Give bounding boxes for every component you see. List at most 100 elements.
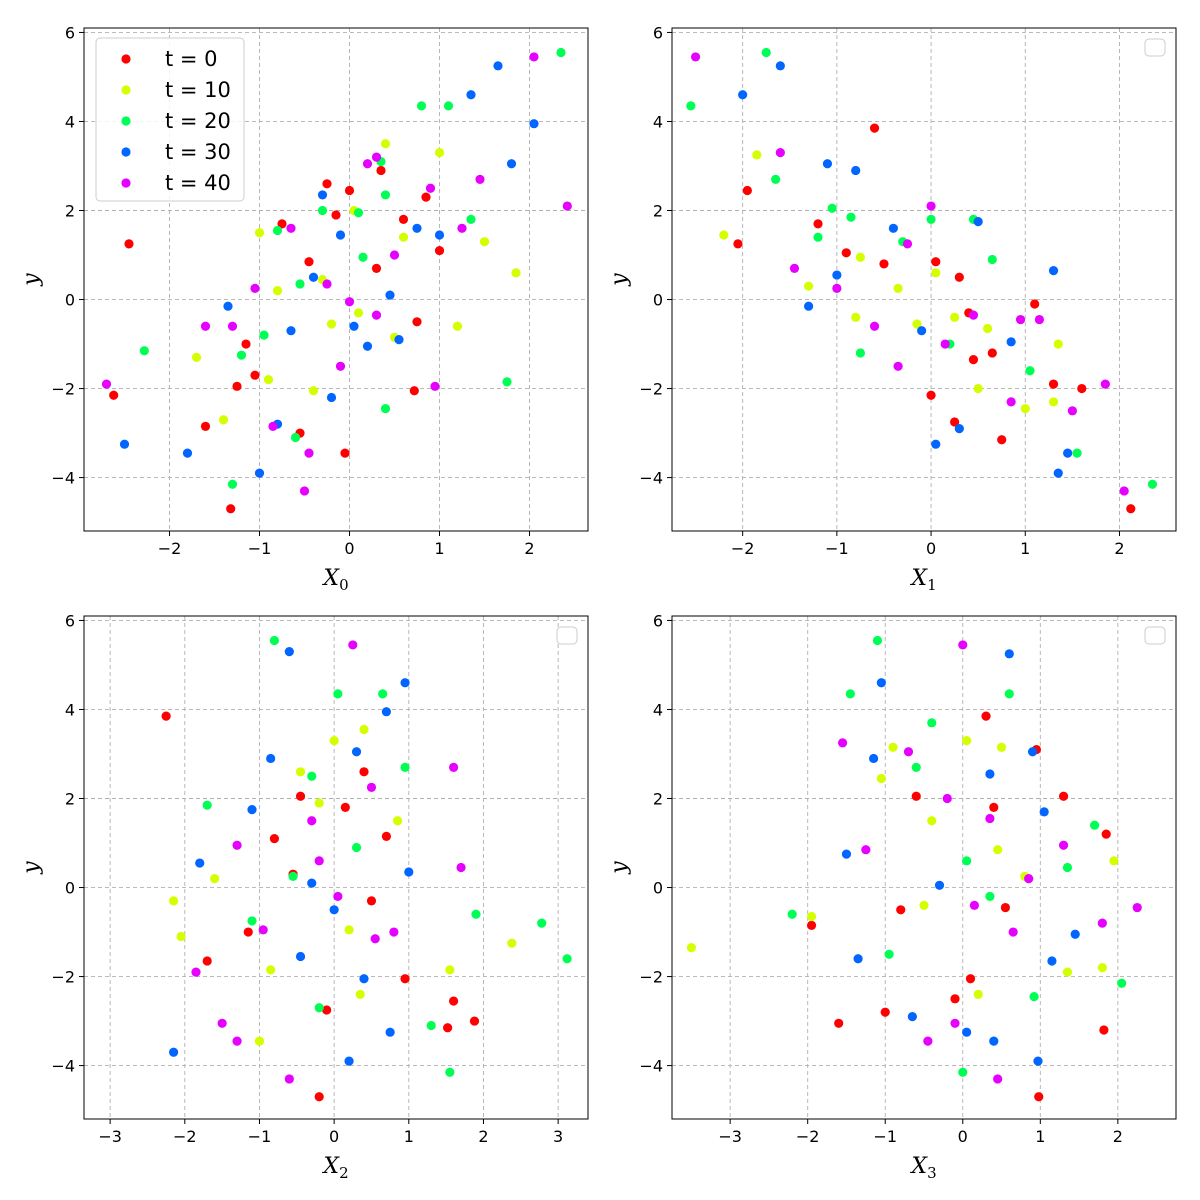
scatter-point bbox=[348, 640, 358, 650]
scatter-point bbox=[359, 767, 369, 777]
scatter-point bbox=[359, 724, 369, 735]
scatter-point bbox=[284, 1074, 294, 1084]
scatter-point bbox=[853, 954, 863, 964]
legend-box bbox=[95, 37, 245, 202]
x-tick-label: 2 bbox=[524, 539, 534, 558]
scatter-point bbox=[227, 479, 238, 489]
scatter-point bbox=[471, 909, 481, 919]
scatter-point bbox=[314, 1092, 324, 1102]
scatter-point bbox=[449, 762, 459, 772]
x-tick-label: −2 bbox=[173, 1127, 197, 1146]
scatter-point bbox=[931, 257, 941, 267]
scatter-point bbox=[329, 736, 339, 746]
scatter-point bbox=[884, 949, 894, 959]
scatter-point bbox=[1077, 383, 1087, 394]
scatter-point bbox=[876, 773, 886, 784]
scatter-point bbox=[416, 101, 427, 111]
x-tick-label: 1 bbox=[1020, 539, 1030, 558]
scatter-point bbox=[389, 250, 400, 260]
scatter-point bbox=[1109, 856, 1119, 866]
scatter-point bbox=[911, 762, 921, 772]
scatter-point bbox=[771, 174, 781, 184]
scatter-point bbox=[139, 346, 149, 356]
scatter-point bbox=[425, 183, 436, 193]
scatter-point bbox=[304, 448, 314, 458]
legend-entry-label: t = 20 bbox=[165, 109, 231, 133]
scatter-point bbox=[210, 874, 220, 884]
x-tick-label: −2 bbox=[796, 1127, 820, 1146]
scatter-point bbox=[393, 816, 403, 826]
scatter-point bbox=[968, 310, 979, 320]
scatter-point bbox=[412, 223, 422, 233]
scatter-point bbox=[412, 317, 422, 327]
scatter-point bbox=[996, 742, 1007, 752]
scatter-point bbox=[1006, 397, 1016, 407]
x-tick-label: 0 bbox=[329, 1127, 339, 1146]
y-tick-label: −4 bbox=[51, 469, 75, 488]
scatter-point bbox=[314, 856, 324, 866]
scatter-point bbox=[182, 448, 193, 458]
scatter-point bbox=[263, 375, 274, 385]
scatter-point bbox=[307, 816, 317, 826]
scatter-point bbox=[1117, 978, 1127, 988]
series-4 bbox=[837, 640, 1142, 1084]
legend-entry-label: t = 30 bbox=[165, 140, 231, 164]
scatter-point bbox=[851, 165, 861, 176]
series-3 bbox=[119, 61, 539, 478]
scatter-point bbox=[985, 769, 995, 779]
scatter-point bbox=[926, 201, 936, 211]
scatter-point bbox=[119, 439, 130, 449]
scatter-point bbox=[340, 802, 350, 813]
scatter-point bbox=[1024, 874, 1034, 884]
scatter-point bbox=[434, 148, 445, 158]
scatter-point bbox=[355, 989, 365, 999]
scatter-point bbox=[1072, 448, 1082, 458]
scatter-point bbox=[942, 793, 952, 804]
scatter-point bbox=[993, 845, 1003, 855]
scatter-point bbox=[258, 925, 268, 935]
scatter-point bbox=[314, 1003, 324, 1013]
series-2 bbox=[202, 635, 572, 1077]
scatter-point bbox=[927, 816, 937, 826]
scatter-point bbox=[277, 219, 287, 229]
scatter-point bbox=[326, 392, 337, 403]
scatter-point bbox=[218, 415, 229, 425]
scatter-point bbox=[1033, 1056, 1043, 1066]
scatter-point bbox=[227, 321, 238, 331]
scatter-point bbox=[775, 148, 785, 158]
y-tick-label: 6 bbox=[653, 611, 663, 630]
scatter-point bbox=[1063, 448, 1073, 458]
scatter-point bbox=[1100, 379, 1110, 389]
x-tick-label: −1 bbox=[248, 1127, 272, 1146]
scatter-point bbox=[989, 1036, 999, 1046]
legend-marker bbox=[121, 147, 131, 157]
scatter-point bbox=[329, 905, 339, 915]
y-axis-label: y bbox=[19, 273, 44, 287]
scatter-point bbox=[832, 283, 842, 294]
scatter-point bbox=[362, 341, 373, 351]
scatter-point bbox=[841, 248, 851, 258]
scatter-point bbox=[1053, 339, 1063, 349]
legend-marker bbox=[121, 85, 131, 95]
x-axis-label: X2 bbox=[321, 1154, 348, 1182]
scatter-point bbox=[851, 312, 861, 322]
scatter-point bbox=[443, 101, 454, 111]
scatter-point bbox=[1070, 929, 1080, 939]
scatter-point bbox=[421, 192, 431, 202]
scatter-point bbox=[502, 377, 512, 387]
scatter-point bbox=[381, 831, 391, 841]
scatter-point bbox=[529, 52, 539, 62]
scatter-point bbox=[1006, 337, 1016, 347]
empty-legend-box bbox=[1144, 626, 1166, 645]
y-tick-label: 0 bbox=[65, 291, 75, 310]
scatter-point bbox=[893, 283, 903, 294]
scatter-point bbox=[195, 858, 205, 868]
scatter-point bbox=[254, 468, 265, 478]
scatter-point bbox=[362, 159, 373, 169]
series-0 bbox=[733, 123, 1136, 514]
scatter-point bbox=[101, 379, 112, 389]
scatter-point bbox=[931, 268, 941, 278]
scatter-point bbox=[950, 312, 960, 322]
scatter-point bbox=[307, 878, 317, 888]
scatter-point bbox=[381, 707, 391, 717]
